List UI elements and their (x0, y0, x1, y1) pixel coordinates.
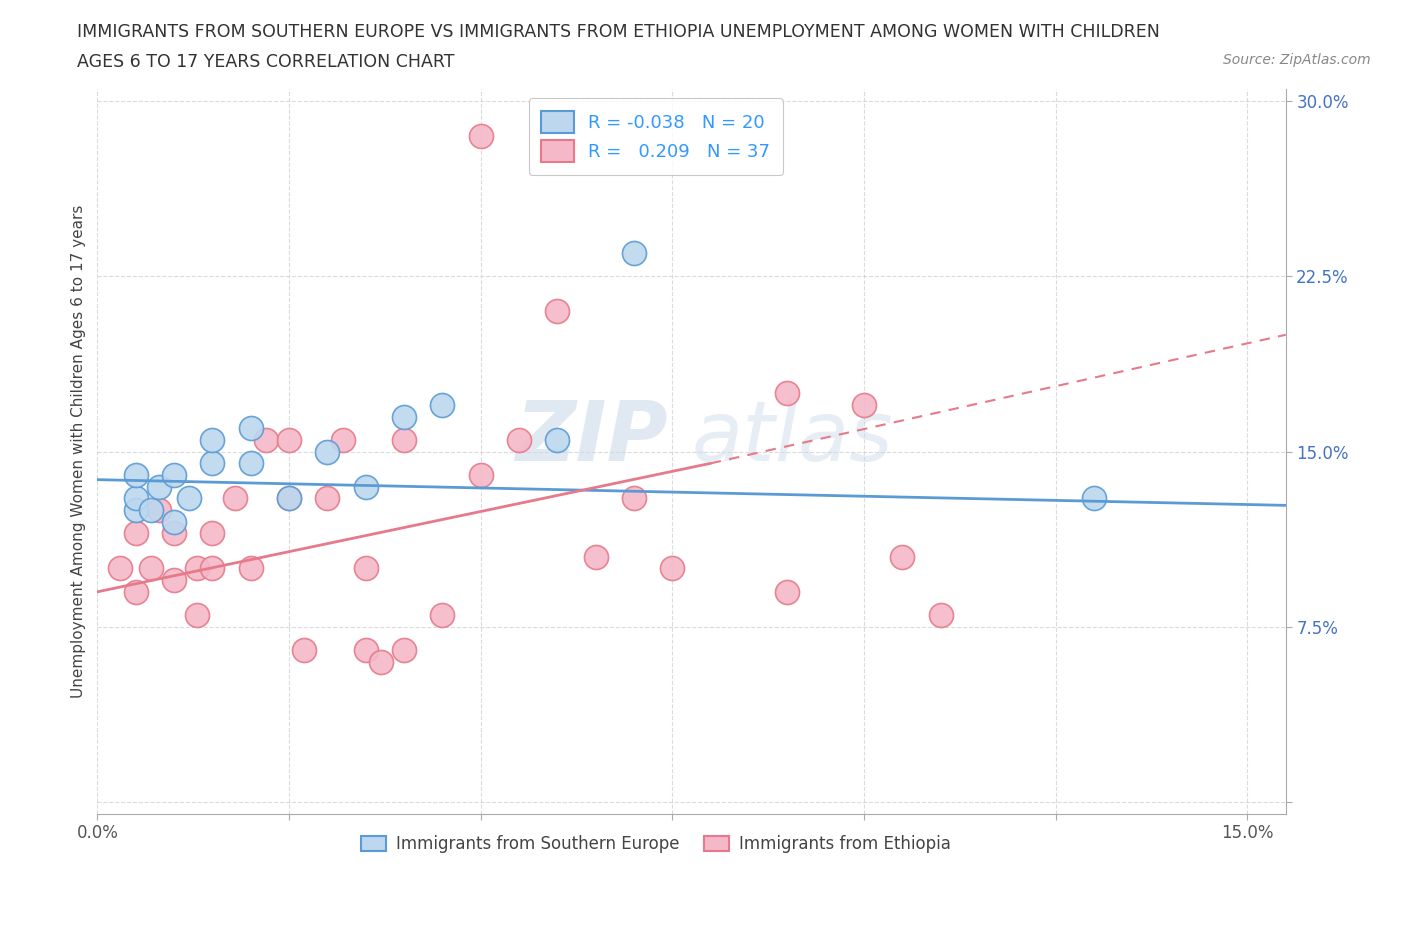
Point (239, 456, 262, 471)
Point (148, 479, 170, 494)
Point (661, 561, 683, 576)
Point (278, 491, 301, 506)
Point (929, 607, 952, 622)
Text: AGES 6 TO 17 YEARS CORRELATION CHART: AGES 6 TO 17 YEARS CORRELATION CHART (77, 53, 454, 71)
Point (254, 432, 277, 447)
Point (278, 432, 301, 447)
Legend: Immigrants from Southern Europe, Immigrants from Ethiopia: Immigrants from Southern Europe, Immigra… (354, 829, 957, 860)
Point (470, 128, 492, 143)
Point (585, 550, 607, 565)
Point (201, 526, 224, 541)
Point (125, 491, 148, 506)
Point (853, 397, 876, 412)
Point (125, 468, 148, 483)
Point (354, 479, 377, 494)
Text: Source: ZipAtlas.com: Source: ZipAtlas.com (1223, 53, 1371, 67)
Point (125, 526, 148, 541)
Point (392, 432, 415, 447)
Point (163, 514, 186, 529)
Point (239, 420, 262, 435)
Point (163, 468, 186, 483)
Point (163, 526, 186, 541)
Point (224, 491, 246, 506)
Point (354, 561, 377, 576)
Point (776, 584, 799, 599)
Point (370, 655, 392, 670)
Point (1083, 491, 1105, 506)
Point (239, 561, 262, 576)
Text: ZIP: ZIP (515, 396, 668, 478)
Point (776, 386, 799, 401)
Point (891, 550, 914, 565)
Text: atlas: atlas (692, 396, 893, 478)
Point (432, 397, 454, 412)
Point (148, 502, 170, 517)
Point (278, 491, 301, 506)
Point (508, 432, 530, 447)
Point (623, 246, 645, 260)
Point (186, 607, 208, 622)
Point (392, 643, 415, 658)
Point (201, 561, 224, 576)
Point (201, 432, 224, 447)
Point (139, 561, 162, 576)
Point (125, 584, 148, 599)
Point (623, 491, 645, 506)
Point (546, 304, 568, 319)
Point (470, 468, 492, 483)
Point (432, 607, 454, 622)
Point (316, 445, 339, 459)
Point (316, 491, 339, 506)
Y-axis label: Unemployment Among Women with Children Ages 6 to 17 years: Unemployment Among Women with Children A… (72, 205, 86, 698)
Point (332, 432, 354, 447)
Point (186, 561, 208, 576)
Point (163, 573, 186, 588)
Point (139, 502, 162, 517)
Point (125, 502, 148, 517)
Point (110, 561, 132, 576)
Text: IMMIGRANTS FROM SOUTHERN EUROPE VS IMMIGRANTS FROM ETHIOPIA UNEMPLOYMENT AMONG W: IMMIGRANTS FROM SOUTHERN EUROPE VS IMMIG… (77, 23, 1160, 41)
Point (392, 409, 415, 424)
Point (292, 643, 315, 658)
Point (201, 456, 224, 471)
Point (354, 643, 377, 658)
Point (179, 491, 201, 506)
Point (546, 432, 568, 447)
